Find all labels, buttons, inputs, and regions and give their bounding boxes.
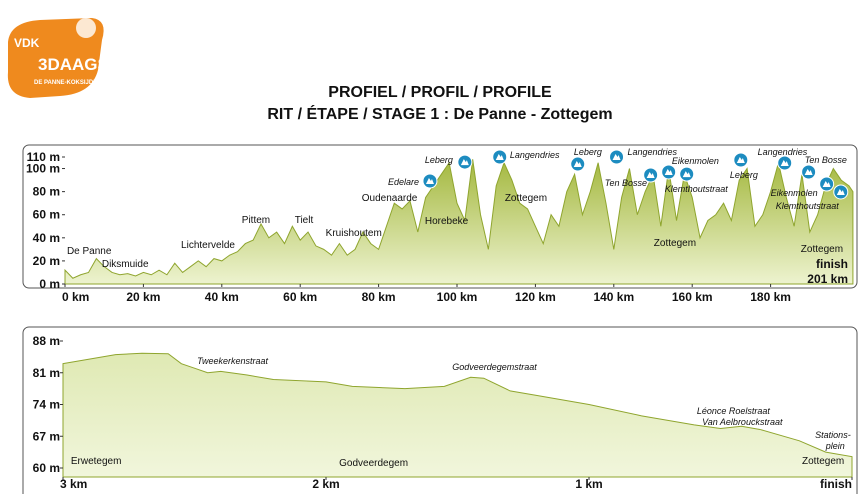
x-tick-label: 140 km [593,290,634,304]
annotation: Eikenmolen [771,188,818,198]
finish-label: finish [816,257,848,271]
climb-icon-glyph [573,161,582,168]
climb-icon-glyph [822,181,831,188]
frame [22,326,858,494]
annotation: Zottegem [654,238,696,249]
x-tick-label: 180 km [750,290,791,304]
annotation: Langendries [758,147,808,157]
annotation: Langendries [628,147,678,157]
y-tick-label: 20 m [33,254,60,268]
annotation: Diksmuide [102,259,149,270]
x-tick-label: 0 km [62,290,89,304]
logo-text: VDK [14,36,40,50]
annotation: Klemthoutstraat [665,184,729,194]
annotation: Horebeke [425,216,469,227]
annotation: Stations- [815,430,851,440]
x-tick-label: 60 km [283,290,317,304]
y-tick-label: 88 m [33,334,60,348]
annotation: Pittem [242,215,270,226]
finish-label: 201 km [807,272,848,286]
subtitle: RIT / ÉTAPE / STAGE 1 : De Panne - Zotte… [267,104,612,123]
climb-icon-glyph [612,154,621,160]
climb-icon-glyph [736,157,745,164]
annotation: De Panne [67,246,112,257]
y-tick-label: 81 m [33,366,60,380]
annotation: Ten Bosse [805,155,847,165]
annotation: Edelare [388,177,419,187]
annotation: Zottegem [505,193,547,204]
annotation: Godveerdegem [339,458,408,469]
annotation: Godveerdegemstraat [452,362,537,372]
x-tick-label: 100 km [437,290,478,304]
x-tick-label: 80 km [362,290,396,304]
y-tick-label: 100 m [26,162,60,176]
annotation: Oudenaarde [362,193,418,204]
climb-icon-glyph [836,188,845,195]
y-tick-label: 74 m [33,398,60,412]
y-tick-label: 80 m [33,185,60,199]
frame [22,144,858,289]
x-tick-label: 1 km [575,477,602,491]
climb-icon-glyph [682,171,691,178]
y-tick-label: 60 m [33,461,60,475]
annotation: Langendries [510,150,560,160]
climb-icon-glyph [646,172,655,179]
x-tick-label: 40 km [205,290,239,304]
annotation: Tweekerkenstraat [197,356,268,366]
annotation: Léonce Roelstraat [697,406,771,416]
annotation: Zottegem [802,456,844,467]
climb-icon-glyph [780,160,789,167]
annotation: Klemthoutstraat [776,201,840,211]
logo-text: DE PANNE-KOKSIJDE [34,80,97,86]
annotation: Van Aelbrouckstraat [702,417,783,427]
annotation: Eikenmolen [672,156,719,166]
logo-dot [76,18,96,38]
annotation: Leberg [574,147,602,157]
annotation: Leberg [425,155,453,165]
x-tick-label: 3 km [60,477,87,491]
title: PROFIEL / PROFIL / PROFILE [328,84,552,101]
x-tick-label: 2 km [312,477,339,491]
annotation: plein [825,441,845,451]
annotation: Ten Bosse [605,178,647,188]
y-tick-label: 0 m [39,277,60,291]
annotation: Kruishoutem [326,228,382,239]
climb-icon-glyph [804,169,813,176]
y-tick-label: 40 m [33,231,60,245]
y-tick-label: 67 m [33,429,60,443]
annotation: Leberg [730,170,758,180]
x-tick-label: finish [820,477,852,491]
y-tick-label: 110 m [27,150,60,164]
x-tick-label: 160 km [672,290,713,304]
elevation-area [64,159,854,285]
y-tick-label: 60 m [33,208,60,222]
x-tick-label: 120 km [515,290,556,304]
annotation: Tielt [295,215,314,226]
x-tick-label: 20 km [126,290,160,304]
annotation: Zottegem [801,244,843,255]
climb-icon-glyph [495,154,504,160]
logo-text: 3DAAGSE [38,55,120,74]
logo: VDK 3DAAGSE DE PANNE-KOKSIJDE [7,18,120,98]
elevation-area [62,352,853,478]
logo-shape [7,18,104,98]
climb-icon-glyph [664,169,673,176]
climb-icon-glyph [460,159,469,166]
annotation: Erwetegem [71,456,122,467]
climb-icon-glyph [425,178,434,185]
annotation: Lichtervelde [181,240,235,251]
